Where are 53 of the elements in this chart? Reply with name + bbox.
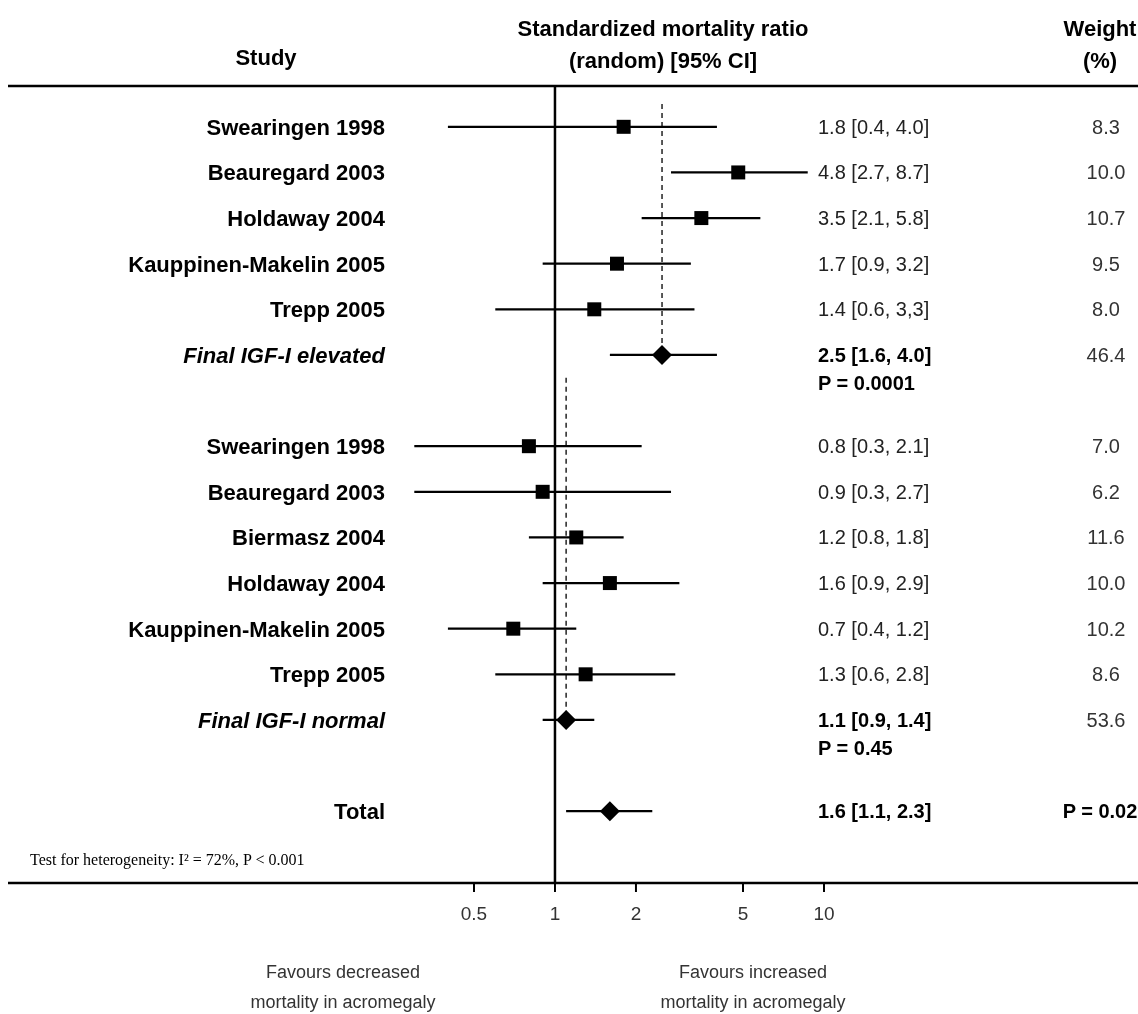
x-tick-label: 5 [737, 903, 749, 924]
text: 10.0 [1086, 161, 1126, 184]
y-tick-label: Final IGF-I elevated [183, 342, 386, 368]
text: 8.6 [1092, 663, 1120, 686]
data-label: 4.8 [2.7, 8.7] [818, 161, 930, 184]
y-tick-label: Swearingen 1998 [206, 114, 385, 140]
text: Test for heterogeneity: I² = 72%, P < 0.001 [30, 851, 305, 869]
x-tick-label: 2 [630, 903, 642, 924]
text: P = 0.02 [1062, 800, 1138, 823]
y-tick-label: Final IGF-I normal [197, 707, 386, 733]
y-tick-label: Kauppinen-Makelin 2005 [128, 251, 385, 277]
y-tick-label: Beauregard 2003 [207, 479, 385, 505]
text: 11.6 [1087, 526, 1125, 549]
data-label: 1.4 [0.6, 3,3] [818, 298, 930, 321]
y-tick-label: Biermasz 2004 [232, 525, 386, 551]
data-label: 3.5 [2.1, 5.8] [818, 207, 930, 230]
y-tick-label: Holdaway 2004 [227, 571, 386, 597]
x-tick-label: 0.5 [460, 903, 488, 924]
text: 10.0 [1086, 572, 1126, 595]
data-label: 0.8 [0.3, 2.1] [818, 435, 930, 458]
annotation: 2.5 [1.6, 4.0] P = 0.0001 [818, 343, 932, 394]
text: 7.0 [1092, 435, 1120, 458]
y-tick-label: Kauppinen-Makelin 2005 [128, 616, 385, 642]
data-label: 0.9 [0.3, 2.7] [818, 480, 930, 503]
data-label: 1.2 [0.8, 1.8] [818, 526, 930, 549]
text: Favours decreased mortality in acromegaly [250, 962, 436, 1012]
text: 10.2 [1086, 617, 1126, 640]
data-label: 0.7 [0.4, 1.2] [818, 617, 930, 640]
data-label: 1.3 [0.6, 2.8] [818, 663, 930, 686]
text: 10.7 [1086, 207, 1126, 230]
text: 8.0 [1092, 298, 1120, 321]
text: 46.4 [1086, 343, 1126, 366]
y-tick-label: Beauregard 2003 [207, 160, 385, 186]
x-tick-label: 10 [813, 903, 835, 924]
text: Favours increased mortality in acromegaly [660, 962, 846, 1012]
y-tick-label: Trepp 2005 [270, 662, 385, 688]
data-label: 1.6 [0.9, 2.9] [818, 572, 930, 595]
text: 6.2 [1092, 480, 1120, 503]
data-label: 1.7 [0.9, 3.2] [818, 252, 930, 275]
x-tick-label: 1 [549, 903, 561, 924]
text: 53.6 [1086, 708, 1126, 731]
y-tick-label: Trepp 2005 [270, 297, 385, 323]
chart-title: Standardized mortality ratio (random) [95% CI] [517, 16, 809, 73]
text: 9.5 [1092, 252, 1120, 275]
y-tick-label: Holdaway 2004 [227, 206, 386, 232]
text: 8.3 [1092, 115, 1120, 138]
text: Weight (%) [1063, 16, 1138, 73]
data-label: 1.8 [0.4, 4.0] [818, 115, 930, 138]
annotation: 1.1 [0.9, 1.4] P = 0.45 [818, 708, 932, 759]
y-tick-label: Swearingen 1998 [206, 434, 385, 460]
y-axis-title: Study [235, 45, 298, 70]
y-tick-label: Total [334, 799, 385, 825]
annotation: 1.6 [1.1, 2.3] [818, 800, 932, 823]
